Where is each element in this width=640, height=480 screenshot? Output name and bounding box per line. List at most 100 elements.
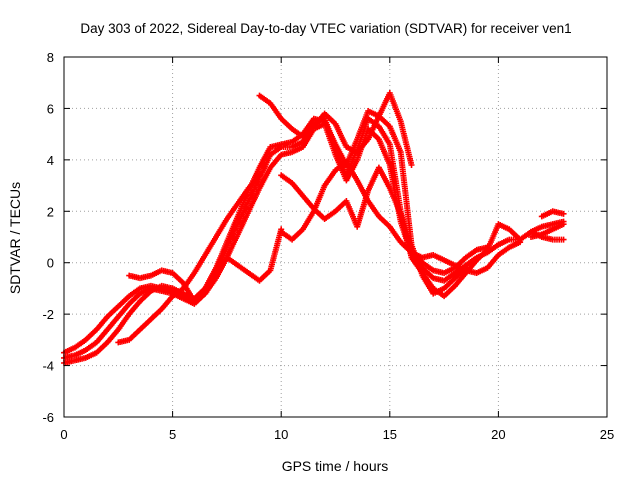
data-point-arc-4-1 xyxy=(126,328,142,343)
data-point-arc-6-end xyxy=(408,162,415,168)
data-point-arc-4-8 xyxy=(202,235,218,258)
data-point-arc-5-2 xyxy=(147,268,163,279)
data-point-arc-8-6 xyxy=(343,159,360,182)
data-point-arc-7-2 xyxy=(299,192,316,211)
y-tick-label: -4 xyxy=(42,359,54,374)
series-arc-7 xyxy=(278,164,524,300)
data-point-arc-6-6 xyxy=(321,110,337,126)
data-point-arc-1-18 xyxy=(256,145,273,171)
data-point-arc-1-4 xyxy=(104,304,120,320)
x-axis-label: GPS time / hours xyxy=(282,458,389,474)
data-point-arc-5-9 xyxy=(223,254,240,268)
data-point-arc-8-7 xyxy=(354,177,371,203)
data-point-arc-3-35 xyxy=(441,271,457,284)
y-tick-label: -6 xyxy=(42,410,54,425)
data-point-arc-8-20 xyxy=(495,245,511,258)
data-point-arc-9-end xyxy=(560,221,567,228)
data-point-arc-11-1 xyxy=(549,208,565,217)
data-point-arc-10-1 xyxy=(538,234,554,243)
axis-ticks: 0 5 10 15 20 25 -6 -4 -2 0 2 4 6 8 xyxy=(42,50,614,442)
y-tick-label: 0 xyxy=(47,256,54,271)
y-tick-label: 4 xyxy=(47,153,54,168)
x-tick-label: 15 xyxy=(383,427,397,442)
data-point-arc-3-5 xyxy=(115,312,131,333)
data-point-arc-1-30 xyxy=(386,123,403,154)
data-point-arc-3-8 xyxy=(147,283,163,294)
data-point-arc-7-0 xyxy=(278,172,294,185)
data-point-arc-4-11 xyxy=(234,186,251,207)
data-point-arc-8-10 xyxy=(386,223,403,244)
data-point-arc-3-18 xyxy=(256,166,273,192)
data-point-arc-3-17 xyxy=(245,187,262,215)
data-point-arc-1-1 xyxy=(71,338,88,351)
data-point-arc-4-5 xyxy=(169,286,185,300)
y-tick-label: 6 xyxy=(47,101,54,116)
data-point-arc-6-2 xyxy=(278,115,294,131)
data-point-arc-7-20 xyxy=(495,221,511,232)
data-point-arc-3-24 xyxy=(321,120,338,156)
data-point-arc-1-16 xyxy=(234,189,251,220)
data-point-arc-6-4 xyxy=(299,124,316,140)
plot-frame xyxy=(63,56,608,418)
data-point-arc-6-11 xyxy=(375,91,392,120)
data-point-arc-2-2 xyxy=(82,340,98,354)
data-point-arc-2-29 xyxy=(375,123,392,146)
data-point-arc-2-15 xyxy=(223,223,240,251)
data-point-arc-3-13 xyxy=(202,276,218,297)
data-point-arc-10-end xyxy=(560,236,567,243)
data-point-arc-2-19 xyxy=(267,145,283,158)
data-point-arc-1-27 xyxy=(354,110,371,143)
y-axis-label: SDTVAR / TECUs xyxy=(7,182,23,294)
data-point-arc-5-6 xyxy=(191,287,207,305)
data-point-arc-3-21 xyxy=(289,144,305,156)
data-point-arc-8-0 xyxy=(278,228,294,242)
data-point-arc-3-29 xyxy=(375,136,392,166)
data-point-arc-6-0 xyxy=(256,92,272,106)
data-point-arc-2-16 xyxy=(234,199,251,228)
data-point-arc-2-1 xyxy=(71,348,87,359)
data-point-arc-2-5 xyxy=(115,302,131,320)
data-point-arc-5-12 xyxy=(256,268,272,284)
data-point-arc-6-9 xyxy=(354,137,370,156)
data-point-arc-8-4 xyxy=(321,168,338,189)
data-point-arc-7-18 xyxy=(473,248,489,264)
data-point-arc-1-2 xyxy=(82,328,98,343)
data-point-arc-6-7 xyxy=(332,120,349,149)
series-arc-10 xyxy=(528,228,567,243)
data-point-arc-6-13 xyxy=(397,118,414,166)
y-tick-label: 8 xyxy=(47,50,54,65)
data-point-arc-7-9 xyxy=(375,164,392,190)
series-arc-2 xyxy=(61,115,491,361)
series-arc-11 xyxy=(538,208,567,220)
data-point-arc-8-19 xyxy=(484,253,500,271)
data-point-arc-7-21 xyxy=(506,226,522,242)
data-point-arc-8-end xyxy=(517,239,524,246)
data-point-arc-2-3 xyxy=(93,328,110,346)
data-point-arc-5-5 xyxy=(180,280,197,303)
data-point-arc-4-12 xyxy=(245,173,262,192)
data-point-arc-8-21 xyxy=(506,240,522,251)
series-arc-6 xyxy=(256,90,415,168)
data-point-arc-3-16 xyxy=(234,210,251,238)
x-tick-label: 5 xyxy=(169,427,176,442)
data-point-arc-8-11 xyxy=(397,239,413,254)
data-point-arc-5-0 xyxy=(126,272,142,281)
data-point-arc-8-12 xyxy=(408,249,424,260)
data-point-arc-3-7 xyxy=(137,289,153,305)
data-point-arc-7-16 xyxy=(452,271,468,289)
data-point-arc-10-0 xyxy=(528,228,543,240)
data-point-arc-11-end xyxy=(560,210,567,217)
y-tick-label: -2 xyxy=(42,307,54,322)
data-point-arc-3-22 xyxy=(299,127,316,150)
data-point-arc-8-3 xyxy=(310,184,327,215)
data-point-arc-3-3 xyxy=(93,340,109,356)
data-point-arc-2-7 xyxy=(137,286,153,297)
data-point-arc-5-13 xyxy=(267,228,284,274)
series-arc-5 xyxy=(126,226,285,305)
data-point-arc-5-7 xyxy=(202,271,218,292)
data-point-arc-3-33 xyxy=(419,264,435,280)
data-point-arc-3-37 xyxy=(462,255,479,269)
data-point-arc-7-8 xyxy=(365,166,381,194)
data-point-arc-1-35 xyxy=(441,276,457,292)
